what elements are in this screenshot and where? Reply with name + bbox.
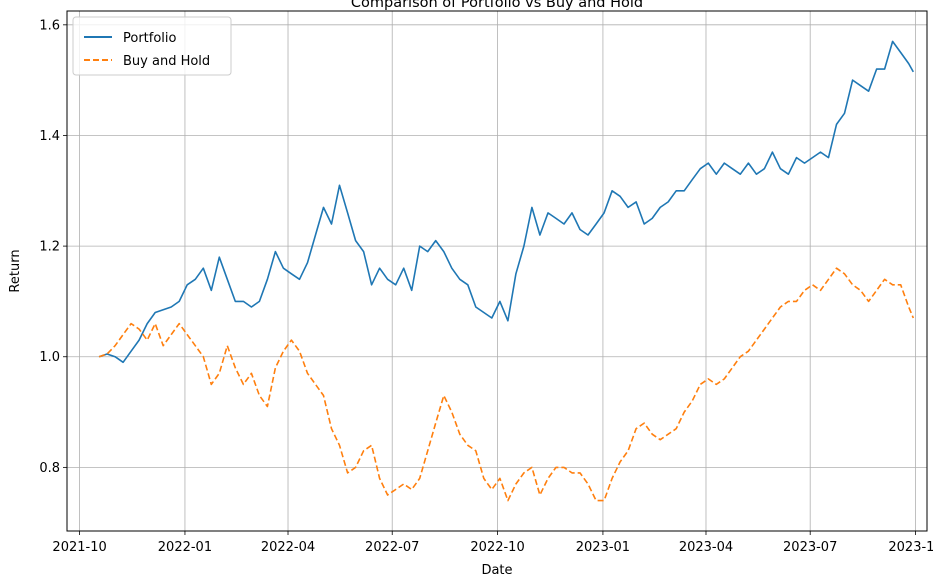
x-axis-label: Date — [481, 563, 512, 578]
x-tick-label: 2023-07 — [783, 540, 837, 555]
legend-label-buy-and-hold: Buy and Hold — [123, 54, 210, 69]
legend: Portfolio Buy and Hold — [72, 16, 232, 76]
x-tick-label: 2022-01 — [158, 540, 212, 555]
grid-lines — [67, 11, 927, 531]
x-tick-label: 2022-10 — [470, 540, 524, 555]
y-tick-label: 1.2 — [39, 240, 60, 255]
x-tick-label: 2023-10 — [888, 540, 933, 555]
series-layer — [98, 40, 915, 502]
chart-title: Comparison of Portfolio vs Buy and Hold — [351, 0, 643, 11]
legend-label-portfolio: Portfolio — [123, 31, 177, 46]
x-tick-label: 2022-04 — [261, 540, 315, 555]
plot-frame — [66, 10, 928, 532]
series-line-buy-and-hold — [98, 267, 915, 502]
x-axis: 2021-10 2022-01 2022-04 2022-07 2022-10 2023-… — [52, 531, 933, 555]
x-tick-label: 2023-04 — [679, 540, 733, 555]
x-tick-label: 2022-07 — [365, 540, 419, 555]
y-tick-label: 1.4 — [39, 129, 60, 144]
y-tick-label: 1.0 — [39, 350, 60, 365]
y-tick-label: 0.8 — [39, 461, 60, 476]
y-axis: 0.8 1.0 1.2 1.4 1.6 — [39, 18, 67, 476]
y-tick-label: 1.6 — [39, 18, 60, 33]
x-tick-label: 2023-01 — [576, 540, 630, 555]
series-line-portfolio — [98, 40, 914, 364]
y-axis-label: Return — [8, 249, 23, 292]
legend-box — [72, 16, 232, 76]
x-tick-label: 2021-10 — [52, 540, 106, 555]
